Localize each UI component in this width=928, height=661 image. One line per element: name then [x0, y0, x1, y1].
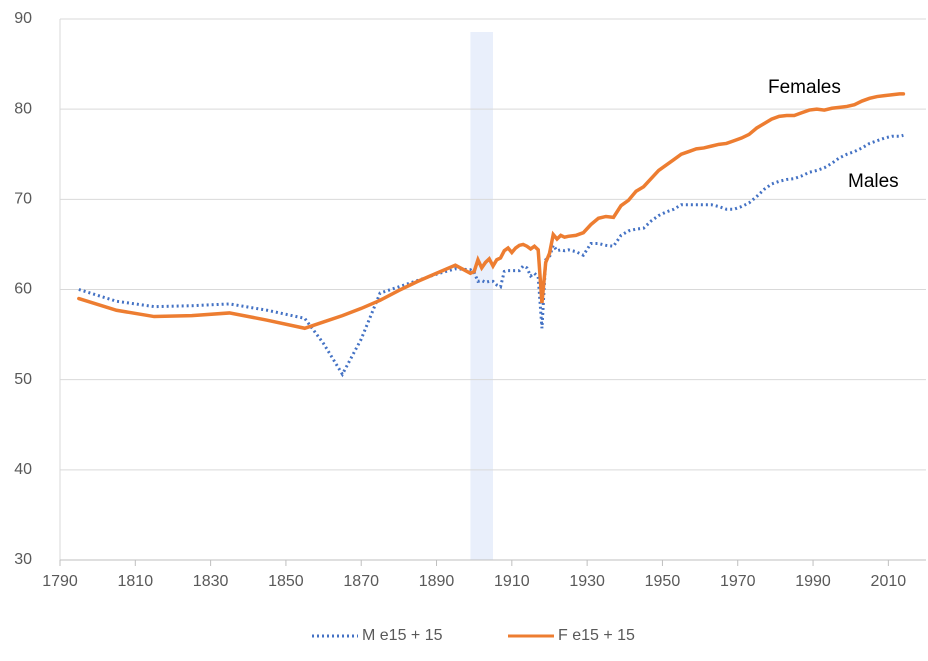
- x-tick-label: 1830: [193, 573, 229, 590]
- y-tick-label: 50: [14, 371, 32, 388]
- series-line: [77, 92, 906, 331]
- x-tick-label: 1950: [645, 573, 681, 590]
- x-tick-label: 1790: [42, 573, 78, 590]
- annotation: Females: [768, 77, 841, 98]
- annotation: Males: [848, 171, 899, 192]
- x-tick-label: 1890: [419, 573, 455, 590]
- legend-label: F e15 + 15: [558, 627, 635, 644]
- x-tick-label: 1870: [343, 573, 379, 590]
- x-tick-label: 1930: [569, 573, 605, 590]
- shaded-span: [470, 32, 493, 560]
- x-tick-label: 1850: [268, 573, 304, 590]
- x-tick-label: 1810: [118, 573, 154, 590]
- legend-label: M e15 + 15: [362, 627, 443, 644]
- x-tick-label: 2010: [871, 573, 907, 590]
- x-tick-label: 1970: [720, 573, 756, 590]
- x-tick-label: 1990: [795, 573, 831, 590]
- y-tick-label: 90: [14, 10, 32, 27]
- y-tick-label: 40: [14, 461, 32, 478]
- y-tick-label: 80: [14, 100, 32, 117]
- y-tick-label: 70: [14, 191, 32, 208]
- y-tick-label: 60: [14, 281, 32, 298]
- x-tick-label: 1910: [494, 573, 530, 590]
- y-tick-label: 30: [14, 551, 32, 568]
